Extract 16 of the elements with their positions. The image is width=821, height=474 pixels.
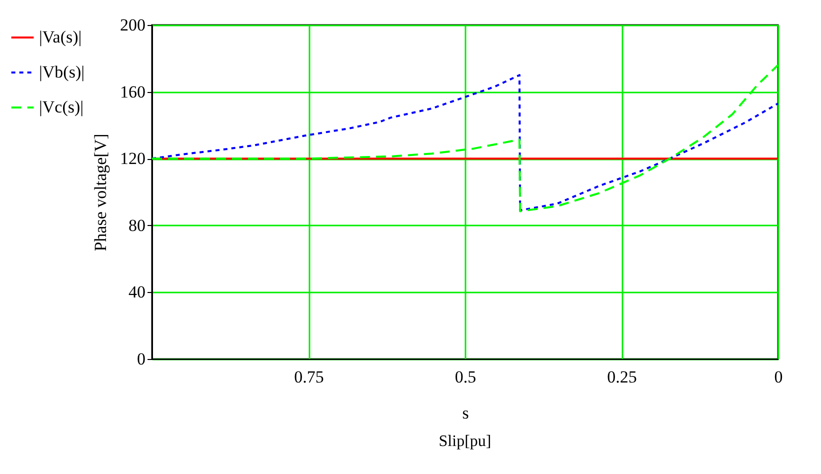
x-axis-title: s <box>462 404 469 422</box>
y-tick-label: 40 <box>128 282 146 302</box>
y-tick-label: 80 <box>128 216 146 235</box>
legend-label: |Va(s)| <box>39 28 82 46</box>
y-tick-label: 200 <box>120 16 146 34</box>
y-tick-label: 120 <box>120 149 146 168</box>
x-tick-label: 0.5 <box>454 368 476 386</box>
x-tick-label: 0 <box>774 368 783 386</box>
y-tick-label: 160 <box>120 82 146 102</box>
x-tick-label: 0.25 <box>607 368 637 386</box>
legend-label: |Vc(s)| <box>39 98 84 116</box>
y-axis-title: Phase voltage[V] <box>91 134 110 252</box>
x-tick-label: 0.75 <box>294 368 324 386</box>
y-tick-label: 0 <box>137 350 146 368</box>
text: Slip[pu] <box>438 433 492 450</box>
legend-label: |Vb(s)| <box>39 62 85 82</box>
